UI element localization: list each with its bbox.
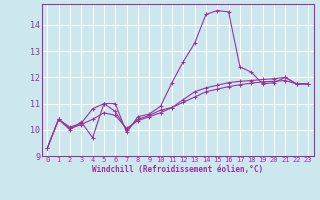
X-axis label: Windchill (Refroidissement éolien,°C): Windchill (Refroidissement éolien,°C) bbox=[92, 165, 263, 174]
